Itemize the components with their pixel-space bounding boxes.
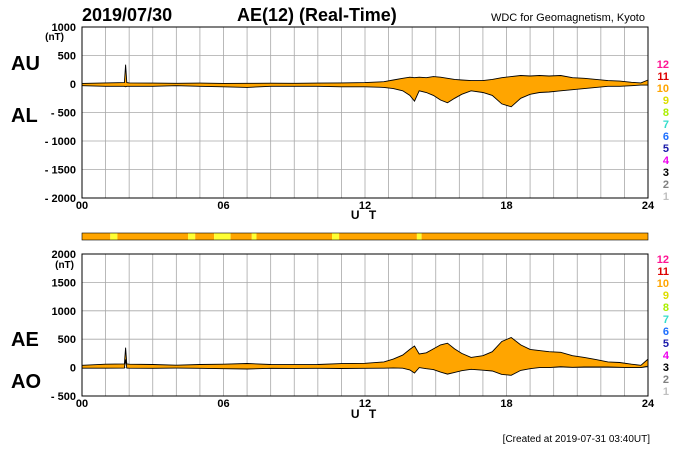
y-tick-label: 1500	[52, 277, 76, 289]
station-bar-segment	[110, 233, 118, 240]
y-tick-label: 1000	[52, 306, 76, 318]
legend-entry: 5	[663, 338, 669, 350]
ae-ao-x-ticks: 00 06 12 18 24	[76, 398, 655, 410]
y-tick-label: 500	[58, 51, 76, 63]
legend-entry: 8	[663, 107, 669, 119]
station-bar-segment	[339, 233, 417, 240]
legend-entry: 1	[663, 191, 669, 203]
station-bar-segment	[416, 233, 422, 240]
x-tick-label: 12	[359, 200, 371, 212]
station-bar-segment	[251, 233, 257, 240]
au-al-grid	[82, 27, 648, 198]
station-bar-segment	[421, 233, 648, 240]
x-tick-label: 18	[500, 398, 512, 410]
ae-ao-x-axis-label: U T	[351, 407, 379, 421]
station-bar-segment	[117, 233, 189, 240]
legend-entry: 5	[663, 143, 669, 155]
station-bar-segment	[256, 233, 332, 240]
legend-entry: 6	[663, 131, 669, 143]
x-tick-label: 24	[642, 398, 655, 410]
ae-ao-unit-label: (nT)	[55, 260, 74, 271]
au-al-x-ticks: 00 06 12 18 24	[76, 200, 655, 212]
legend-entry: 7	[663, 314, 669, 326]
legend-entry: 3	[663, 167, 669, 179]
ae-label: AE	[11, 329, 39, 351]
au-al-area	[81, 64, 649, 108]
created-timestamp: [Created at 2019-07-31 03:40UT]	[503, 434, 651, 445]
x-tick-label: 06	[217, 200, 229, 212]
station-bar-segment	[214, 233, 231, 240]
y-tick-label: 0	[70, 363, 76, 375]
x-tick-label: 24	[642, 200, 655, 212]
ae-ao-area	[81, 336, 649, 376]
legend-entry: 2	[663, 374, 669, 386]
legend-entry: 9	[663, 95, 669, 107]
legend-entry: 2	[663, 179, 669, 191]
y-tick-label: - 500	[51, 108, 76, 120]
legend-entry: 11	[657, 71, 669, 83]
x-tick-label: 18	[500, 200, 512, 212]
legend-entry: 12	[657, 254, 669, 266]
x-tick-label: 12	[359, 398, 371, 410]
y-tick-label: - 1000	[45, 136, 76, 148]
ae-ao-grid	[82, 254, 648, 396]
legend-entry: 10	[657, 278, 669, 290]
legend-entry: 9	[663, 290, 669, 302]
y-tick-label: - 500	[51, 391, 76, 403]
station-bar-segment	[332, 233, 340, 240]
ao-label: AO	[11, 371, 41, 393]
legend-entry: 8	[663, 302, 669, 314]
series-line-ae	[81, 336, 649, 366]
y-tick-label: 2000	[52, 249, 76, 261]
ae-ao-frame	[81, 253, 649, 397]
ae-ao-y-ticks: 2000 1500 1000 500 0 - 500	[51, 249, 76, 403]
series-fill-area	[82, 64, 648, 107]
series-line-al	[81, 84, 648, 108]
legend-entry: 1	[663, 386, 669, 398]
legend-entry: 10	[657, 83, 669, 95]
legend-entry: 12	[657, 59, 669, 71]
legend-entry: 4	[663, 155, 670, 167]
legend-entry: 3	[663, 362, 669, 374]
legend-entry: 7	[663, 119, 669, 131]
x-tick-label: 00	[76, 398, 88, 410]
y-tick-label: - 2000	[45, 193, 76, 205]
y-tick-label: - 1500	[45, 165, 76, 177]
institution-label: WDC for Geomagnetism, Kyoto	[491, 12, 645, 24]
station-bar-segment	[230, 233, 252, 240]
chart-date: 2019/07/30	[82, 5, 172, 25]
station-count-bar	[81, 232, 649, 241]
y-tick-label: 0	[70, 79, 76, 91]
station-bar-segment	[195, 233, 215, 240]
al-label: AL	[11, 105, 38, 127]
y-tick-label: 500	[58, 334, 76, 346]
legend-entry: 4	[663, 350, 670, 362]
station-bar-frame	[81, 232, 649, 241]
x-tick-label: 00	[76, 200, 88, 212]
series-line-au	[81, 64, 649, 84]
series-fill-area	[82, 337, 648, 376]
station-bar-segment	[188, 233, 196, 240]
legend-entry: 11	[657, 266, 669, 278]
station-bar-segment	[82, 233, 111, 240]
legend-entry: 6	[663, 326, 669, 338]
au-al-x-axis-label: U T	[351, 208, 379, 222]
series-line-ao	[82, 359, 649, 376]
au-al-unit-label: (nT)	[45, 32, 64, 43]
au-al-frame	[81, 26, 649, 199]
au-label: AU	[11, 53, 40, 75]
au-al-y-ticks: 1000 500 0 - 500 - 1000 - 1500 - 2000	[45, 22, 76, 205]
y-tick-label: 1000	[52, 22, 76, 34]
x-tick-label: 06	[217, 398, 229, 410]
chart-title: AE(12) (Real-Time)	[237, 5, 397, 25]
